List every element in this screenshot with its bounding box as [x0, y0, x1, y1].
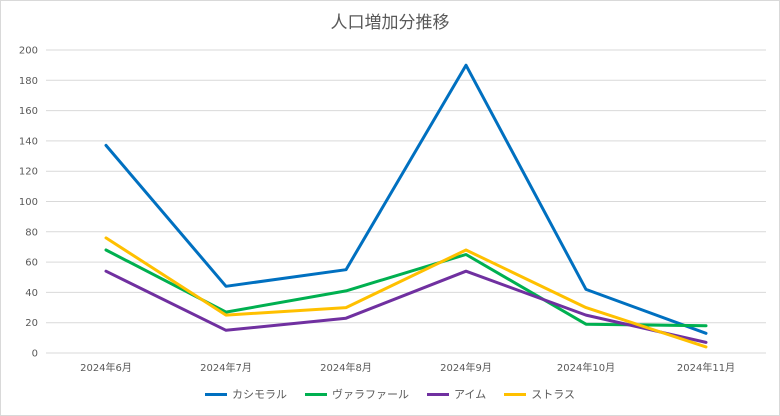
- y-tick-label: 20: [25, 318, 38, 329]
- y-tick-label: 200: [19, 46, 38, 57]
- y-tick-label: 80: [25, 227, 38, 238]
- y-tick-label: 100: [19, 197, 38, 208]
- y-tick-label: 0: [32, 349, 38, 360]
- legend-swatch: [204, 392, 227, 396]
- legend: カシモラル ヴァラファール アイム ストラス: [0, 386, 780, 402]
- legend-item: ヴァラファール: [304, 386, 409, 402]
- legend-label: カシモラル: [231, 388, 287, 401]
- y-axis-ticks: 0 20 40 60 80 100 120 140 160 180 200: [19, 46, 38, 360]
- x-axis-ticks: 2024年6月 2024年7月 2024年8月 2024年9月 2024年10月 2024…: [80, 361, 735, 374]
- y-tick-label: 140: [19, 136, 38, 147]
- gridlines: [46, 49, 766, 354]
- legend-swatch: [426, 392, 449, 396]
- y-tick-label: 160: [19, 106, 38, 117]
- legend-label: アイム: [453, 388, 487, 401]
- legend-swatch: [304, 392, 327, 396]
- x-tick-label: 2024年6月: [80, 361, 132, 374]
- x-tick-label: 2024年10月: [557, 361, 615, 374]
- y-tick-label: 40: [25, 288, 38, 299]
- x-tick-label: 2024年9月: [440, 361, 492, 374]
- legend-label: ヴァラファール: [331, 388, 409, 401]
- series-lines: [104, 63, 708, 349]
- x-tick-label: 2024年11月: [677, 361, 735, 374]
- x-tick-label: 2024年8月: [320, 361, 372, 374]
- y-tick-label: 120: [19, 167, 38, 178]
- chart-title: 人口増加分推移: [330, 13, 450, 33]
- legend-item: カシモラル: [204, 386, 287, 402]
- legend-item: ストラス: [504, 386, 575, 402]
- legend-item: アイム: [426, 386, 487, 402]
- y-tick-label: 60: [25, 258, 38, 269]
- series-line-1: [104, 63, 708, 335]
- series-line-4: [104, 236, 708, 349]
- legend-swatch: [504, 392, 527, 396]
- x-tick-label: 2024年7月: [200, 361, 252, 374]
- legend-label: ストラス: [531, 388, 575, 401]
- y-tick-label: 180: [19, 76, 38, 87]
- series-line-3: [104, 269, 708, 344]
